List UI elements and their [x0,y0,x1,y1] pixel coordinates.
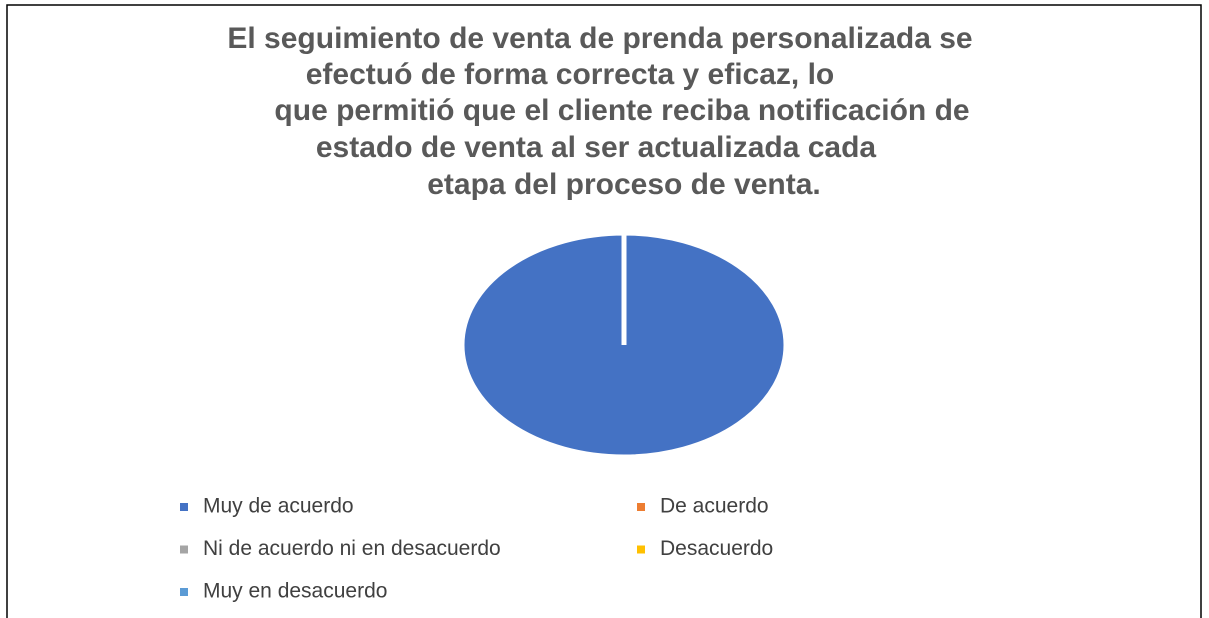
chart-title: etapa del proceso de venta. [427,168,820,201]
legend-label: De acuerdo [660,495,769,518]
legend-label: Muy en desacuerdo [203,580,387,603]
legend-label: Desacuerdo [660,537,773,560]
chart-title: que permitió que el cliente reciba notif… [274,94,969,127]
legend-swatch [180,545,188,554]
chart-title: estado de venta al ser actualizada cada [316,131,877,164]
legend-swatch [180,503,188,511]
legend-swatch [180,588,188,596]
legend-label: Muy de acuerdo [203,495,354,518]
chart-title: efectuó de forma correcta y eficaz, lo [306,58,835,91]
legend-label: Ni de acuerdo ni en desacuerdo [203,537,501,560]
legend-swatch [637,545,645,554]
legend-swatch [637,503,645,511]
chart-title: El seguimiento de venta de prenda person… [227,22,972,55]
